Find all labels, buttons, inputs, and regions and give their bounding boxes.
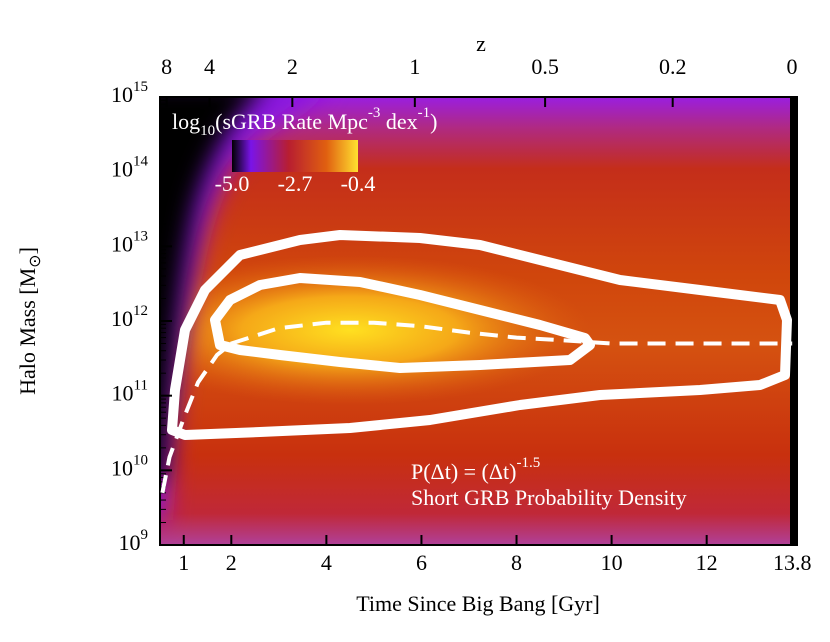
y-axis-label-part: ] [15, 247, 40, 254]
y-tick-label-base: 10 [111, 455, 133, 480]
y-tick-label-base: 10 [111, 157, 133, 182]
x-tick-label: 6 [416, 550, 427, 575]
colorbar-label-part: (sGRB Rate Mpc [215, 109, 368, 134]
heatmap-edge [160, 97, 314, 520]
y-tick-label-exp: 12 [133, 303, 148, 319]
x2-tick-label: 1 [409, 54, 420, 79]
colorbar-tick-label: -2.7 [278, 171, 313, 196]
colorbar-label-part: ) [430, 109, 437, 134]
x2-tick-label: 8 [161, 54, 172, 79]
y-tick-label-exp: 15 [133, 79, 148, 95]
y-tick-label-exp: 11 [134, 378, 148, 394]
y-tick-label-base: 10 [111, 231, 133, 256]
x-tick-label: 4 [321, 550, 332, 575]
heatmap-void [160, 97, 255, 480]
x-tick-label: 1 [178, 550, 189, 575]
y-tick-label-base: 10 [112, 381, 134, 406]
y-tick-label-exp: 10 [133, 453, 148, 469]
y-tick-label: 109 [119, 527, 149, 555]
outer-contour [167, 230, 792, 440]
annotation-part: P(Δt) = (Δt) [411, 459, 516, 484]
y-tick-label-exp: 14 [133, 154, 149, 170]
y-tick-label-exp: 13 [133, 229, 148, 245]
y-tick-label: 1013 [111, 229, 148, 257]
y-tick-label: 1012 [111, 303, 148, 331]
x-tick-label: 10 [601, 550, 623, 575]
x2-tick-label: 0.2 [659, 54, 687, 79]
y-tick-label-base: 10 [111, 82, 133, 107]
heatmap-edge-band [790, 97, 797, 545]
y-tick-label: 1014 [111, 154, 149, 182]
y-axis-label-part: Halo Mass [M [15, 268, 40, 395]
y-tick-label-base: 10 [111, 306, 133, 331]
x-tick-label: 12 [696, 550, 718, 575]
y-tick-label-exp: 9 [141, 527, 149, 543]
y-tick-label-base: 10 [119, 530, 141, 555]
x2-axis-label: z [476, 31, 486, 56]
x-tick-label: 2 [226, 550, 237, 575]
median-line [160, 320, 793, 494]
y-tick-label: 1015 [111, 79, 148, 107]
colorbar-tick-label: -5.0 [215, 171, 250, 196]
colorbar-label-part: log [172, 109, 200, 134]
colorbar-label-part: 10 [200, 123, 215, 139]
annotation-formula: P(Δt) = (Δt)-1.5 [411, 455, 540, 484]
colorbar-label-part: -1 [418, 105, 431, 121]
annotation-part: -1.5 [516, 455, 540, 471]
x2-tick-label: 4 [204, 54, 215, 79]
annotation-text: Short GRB Probability Density [411, 485, 687, 510]
x2-tick-label: 2 [287, 54, 298, 79]
y-tick-label: 1010 [111, 453, 148, 481]
x-axis-label: Time Since Big Bang [Gyr] [356, 591, 600, 616]
colorbar [232, 140, 358, 172]
heatmap [160, 97, 797, 545]
x-tick-label: 8 [511, 550, 522, 575]
colorbar-label: log10(sGRB Rate Mpc-3 dex-1) [172, 105, 437, 139]
inner-contour [210, 273, 595, 373]
x-tick-label: 13.8 [773, 550, 812, 575]
x2-tick-label: 0.5 [531, 54, 559, 79]
x2-tick-label: 0 [787, 54, 798, 79]
colorbar-tick-label: -0.4 [341, 171, 376, 196]
y-tick-label: 1011 [112, 378, 148, 406]
colorbar-label-part: -3 [368, 105, 381, 121]
y-axis-label-part: ⊙ [27, 254, 44, 267]
y-axis-label: Halo Mass [M⊙] [15, 247, 44, 395]
colorbar-label-part: dex [380, 109, 417, 134]
